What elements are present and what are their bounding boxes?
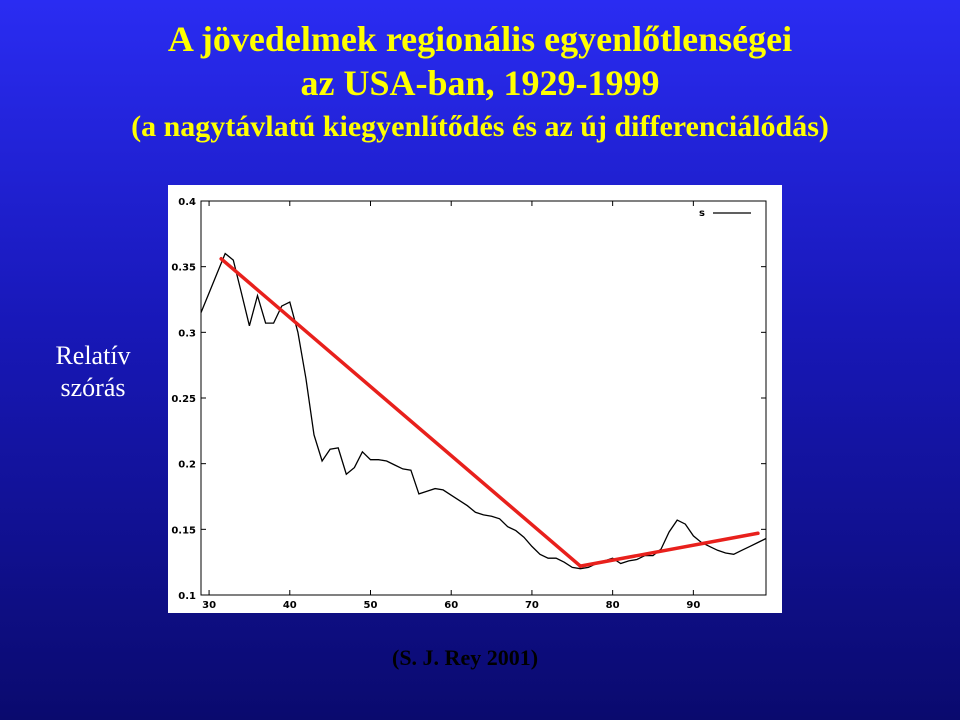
- x-tick-label: 50: [364, 600, 378, 611]
- x-tick-label: 30: [202, 600, 216, 611]
- x-tick-label: 60: [444, 600, 458, 611]
- y-axis-label-line-2: szórás: [60, 373, 126, 402]
- x-tick-label: 80: [606, 600, 620, 611]
- title-line-1: A jövedelmek regionális egyenlőtlenségei: [167, 19, 793, 59]
- citation: (S. J. Rey 2001): [392, 645, 539, 670]
- y-tick-label: 0.35: [171, 263, 196, 274]
- y-tick-label: 0.1: [178, 591, 196, 602]
- y-tick-label: 0.25: [171, 394, 196, 405]
- y-tick-label: 0.15: [171, 525, 196, 536]
- trend-layer: [219, 257, 760, 568]
- title-line-3: (a nagytávlatú kiegyenlítődés és az új d…: [131, 110, 829, 143]
- series-layer: [200, 252, 767, 570]
- trend-line-2: [578, 531, 760, 568]
- series-line-s: [200, 252, 767, 570]
- y-tick-label: 0.3: [178, 328, 196, 339]
- y-axis-label-line-1: Relatív: [55, 341, 131, 370]
- y-tick-label: 0.2: [178, 460, 196, 471]
- chart-svg: 30 40 50 60 70 80 90 0.1 0.15 0.2 0.25 0.3 0.35 0.4 s: [171, 197, 767, 611]
- y-axis-label: Relatív szórás: [18, 340, 168, 404]
- y-tick-label: 0.4: [178, 197, 196, 208]
- axes: [200, 200, 767, 596]
- legend: s: [699, 208, 751, 219]
- x-tick-label: 70: [525, 600, 539, 611]
- tick-labels: 30 40 50 60 70 80 90 0.1 0.15 0.2 0.25 0.3 0.35 0.4: [171, 197, 700, 611]
- x-tick-label: 40: [283, 600, 297, 611]
- title-line-2: az USA-ban, 1929-1999: [300, 63, 660, 103]
- legend-entry-label: s: [699, 208, 705, 219]
- plot-frame: [200, 200, 767, 596]
- trend-line-1: [219, 257, 583, 568]
- chart-panel: 30 40 50 60 70 80 90 0.1 0.15 0.2 0.25 0.3 0.35 0.4 s: [168, 185, 782, 613]
- x-tick-label: 90: [686, 600, 700, 611]
